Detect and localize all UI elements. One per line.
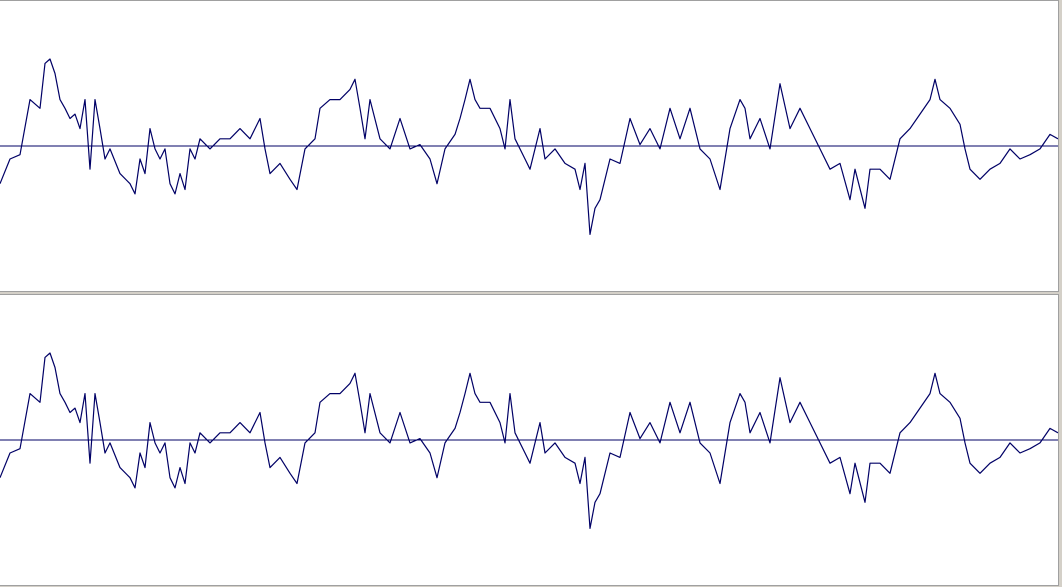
waveform-line [0,58,1058,235]
waveform-line [0,352,1058,529]
channel-panel [0,0,1059,292]
channel-waveform [0,352,1058,529]
channel-waveform [0,58,1058,235]
channel-panel [0,294,1059,586]
